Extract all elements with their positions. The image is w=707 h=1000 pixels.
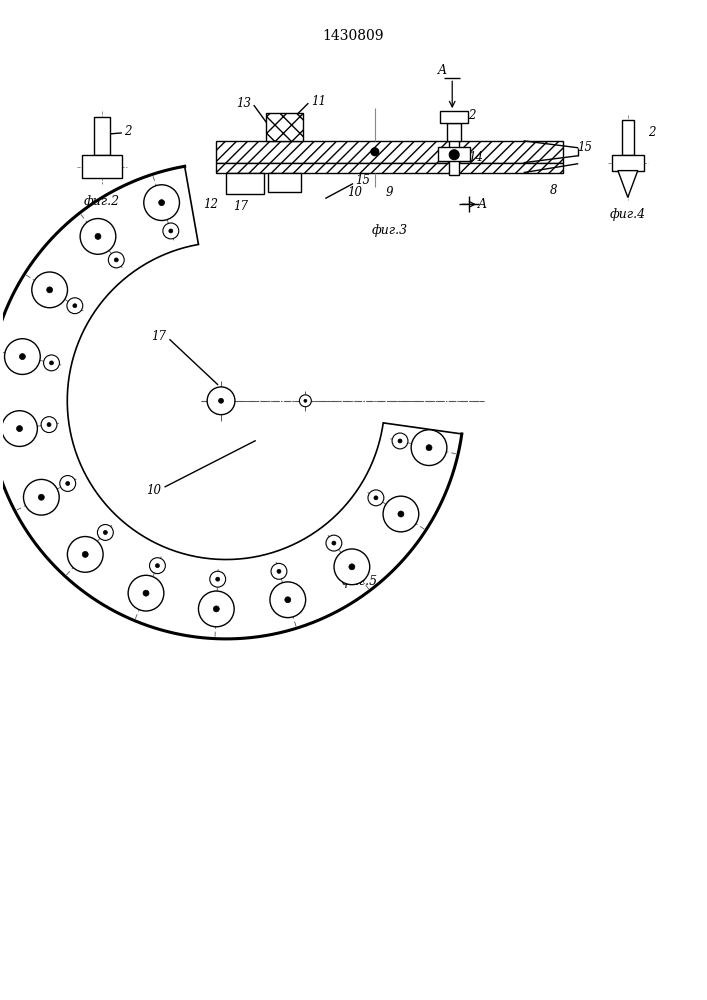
Bar (226, 173, 264, 194)
Polygon shape (618, 171, 638, 197)
Circle shape (169, 229, 173, 233)
Text: фиг.3: фиг.3 (372, 224, 408, 237)
Circle shape (4, 339, 40, 374)
Circle shape (44, 355, 59, 371)
Bar (622, 120, 633, 155)
Circle shape (41, 417, 57, 433)
Circle shape (19, 354, 25, 360)
Circle shape (214, 606, 219, 612)
Bar (216, 141, 563, 163)
Text: 2: 2 (648, 126, 655, 139)
Bar (268, 173, 301, 192)
Circle shape (47, 287, 52, 293)
Bar (94, 117, 110, 155)
Circle shape (67, 537, 103, 572)
Text: 13: 13 (236, 97, 252, 110)
Circle shape (368, 490, 384, 506)
Bar (82, 155, 122, 178)
Circle shape (156, 564, 159, 568)
Bar (216, 163, 563, 173)
Circle shape (47, 423, 51, 427)
Circle shape (103, 530, 107, 534)
Text: 14: 14 (469, 151, 484, 164)
Circle shape (144, 185, 180, 220)
Circle shape (32, 272, 67, 308)
Circle shape (80, 219, 116, 254)
Text: 17: 17 (151, 330, 166, 343)
Circle shape (326, 535, 342, 551)
Circle shape (398, 439, 402, 443)
Text: 10: 10 (146, 484, 161, 497)
Circle shape (218, 398, 223, 403)
Bar (266, 113, 303, 141)
Circle shape (216, 577, 220, 581)
Circle shape (49, 361, 54, 365)
Circle shape (108, 252, 124, 268)
Text: A: A (438, 64, 447, 77)
Circle shape (271, 563, 287, 579)
Circle shape (73, 304, 77, 308)
Circle shape (66, 481, 70, 485)
Circle shape (16, 426, 23, 432)
Bar (612, 155, 643, 171)
Circle shape (143, 590, 149, 596)
Circle shape (67, 298, 83, 314)
Circle shape (207, 387, 235, 415)
Text: 9: 9 (386, 186, 394, 199)
Text: фиг.2: фиг.2 (84, 195, 120, 208)
Polygon shape (0, 166, 462, 639)
Text: 8: 8 (549, 184, 557, 197)
Text: 2: 2 (468, 109, 476, 122)
Circle shape (163, 223, 179, 239)
Circle shape (374, 496, 378, 500)
Circle shape (210, 571, 226, 587)
Text: A: A (477, 198, 486, 211)
Text: 12: 12 (204, 198, 218, 211)
Circle shape (371, 148, 379, 156)
Text: 11: 11 (311, 95, 326, 108)
Text: 15: 15 (578, 141, 592, 154)
Circle shape (95, 233, 101, 239)
Circle shape (398, 511, 404, 517)
Circle shape (1, 411, 37, 446)
Bar (440, 111, 468, 123)
Text: 10: 10 (347, 186, 363, 199)
Circle shape (270, 582, 305, 618)
Circle shape (23, 479, 59, 515)
Text: фиг.5: фиг.5 (342, 575, 378, 588)
Circle shape (349, 564, 355, 570)
Circle shape (38, 494, 45, 500)
Circle shape (149, 558, 165, 574)
Circle shape (115, 258, 118, 262)
Text: 1430809: 1430809 (322, 29, 384, 43)
Text: 2: 2 (124, 125, 132, 138)
Bar (448, 123, 461, 141)
Circle shape (98, 525, 113, 540)
Circle shape (300, 395, 311, 407)
Circle shape (304, 399, 307, 402)
Circle shape (60, 476, 76, 491)
Circle shape (411, 430, 447, 466)
Circle shape (383, 496, 419, 532)
Text: 15: 15 (355, 174, 370, 187)
Text: 17: 17 (233, 200, 248, 213)
Circle shape (277, 569, 281, 573)
Circle shape (426, 445, 432, 451)
Circle shape (449, 150, 459, 160)
Circle shape (392, 433, 408, 449)
Circle shape (285, 597, 291, 603)
Circle shape (332, 541, 336, 545)
Bar (449, 135, 459, 175)
Circle shape (334, 549, 370, 585)
Circle shape (82, 551, 88, 557)
Text: фиг.4: фиг.4 (609, 208, 646, 221)
Bar (438, 147, 470, 161)
Circle shape (199, 591, 234, 627)
Circle shape (128, 575, 164, 611)
Circle shape (158, 200, 165, 206)
